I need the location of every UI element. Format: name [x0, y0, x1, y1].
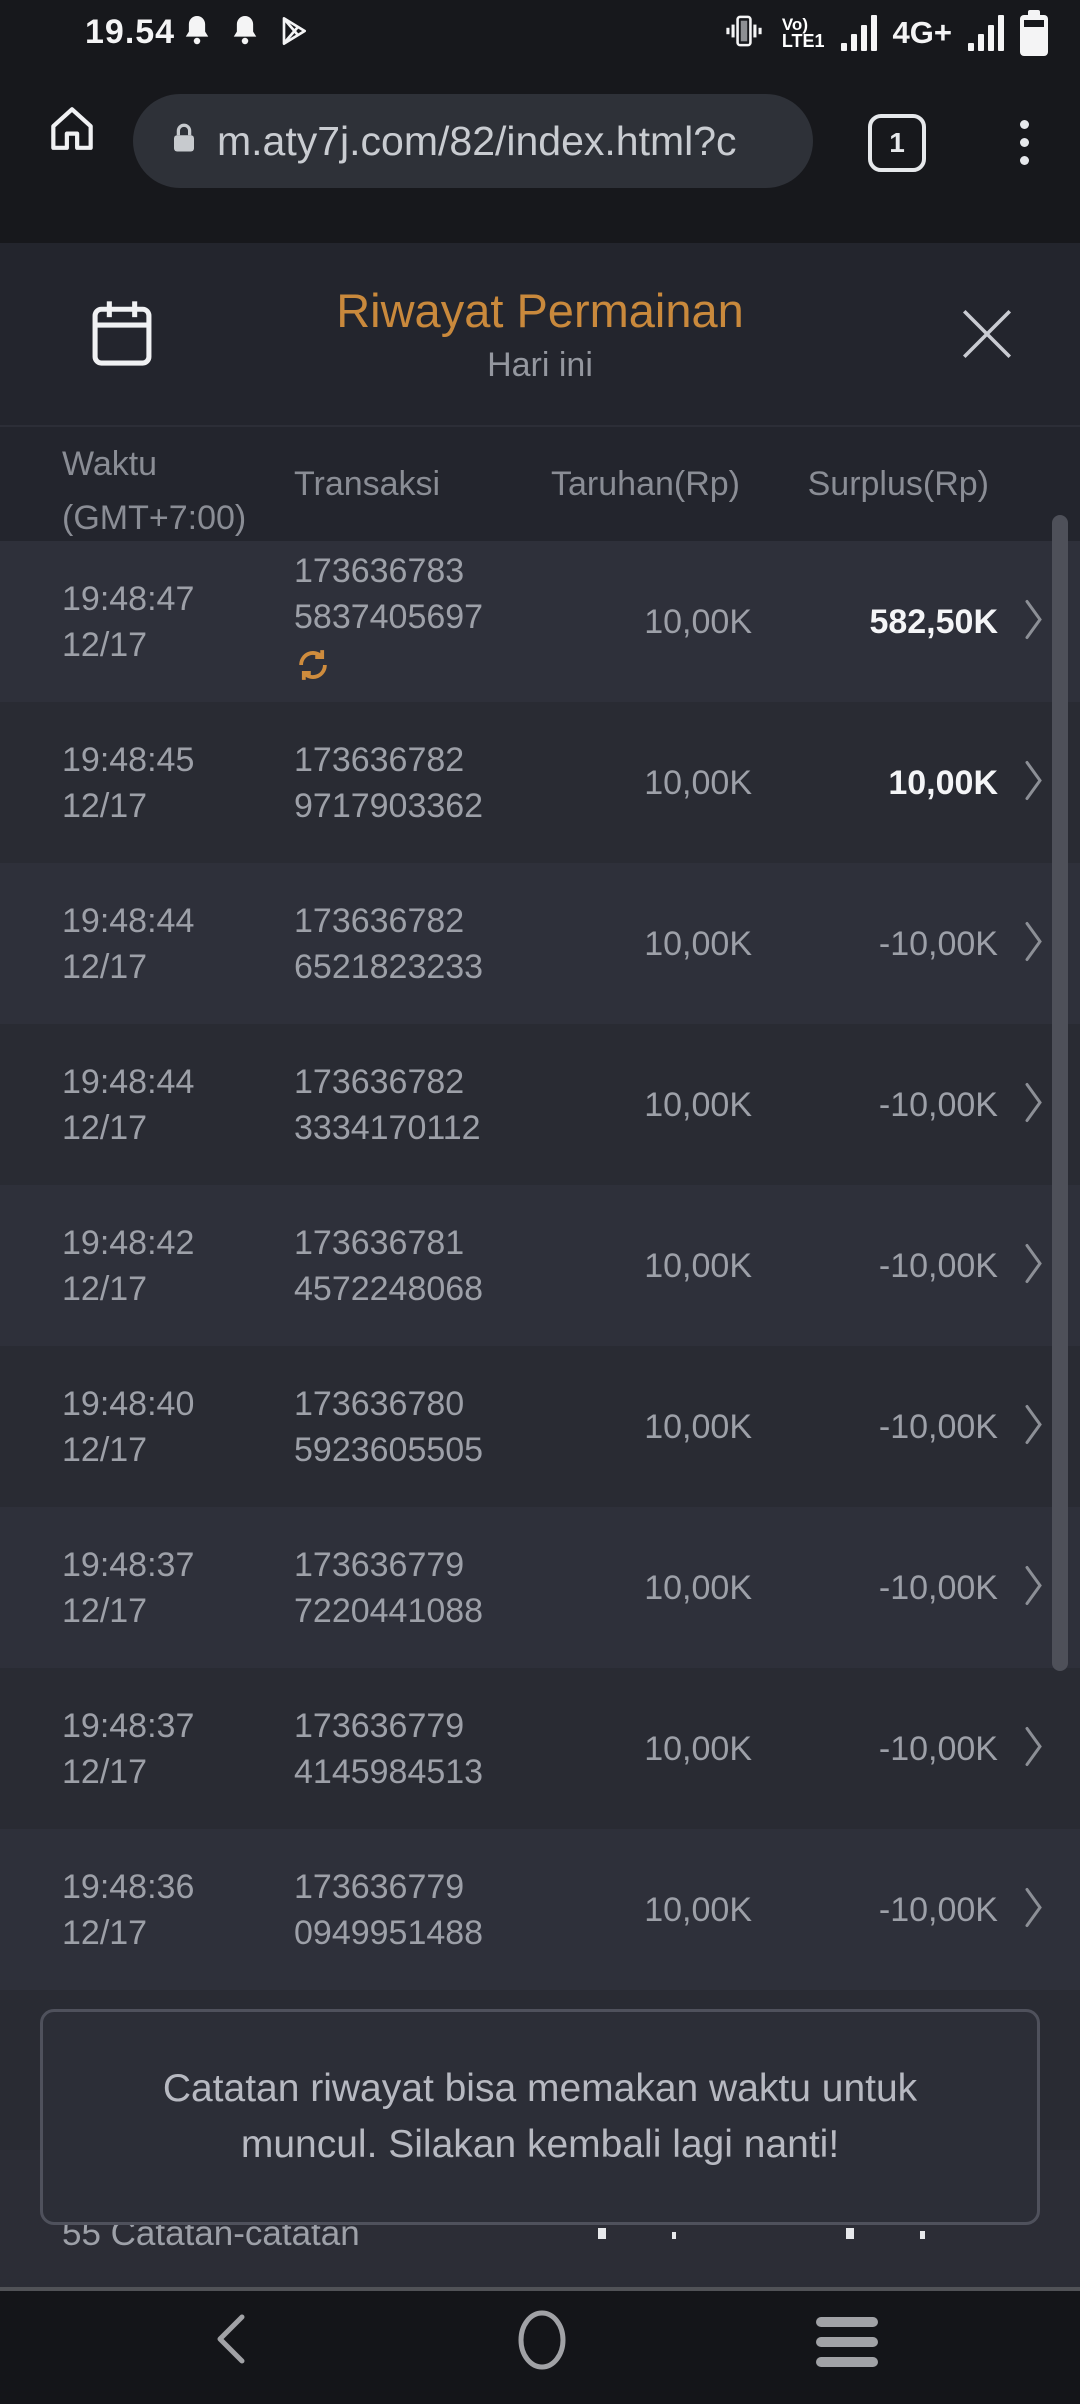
- volte-icon: Vo) LTE1: [781, 15, 825, 51]
- row-surplus: -10,00K: [878, 924, 998, 963]
- url-bar[interactable]: m.aty7j.com/82/index.html?c: [133, 94, 813, 188]
- notification-bell-icon: [182, 14, 212, 53]
- row-surplus: 10,00K: [888, 763, 998, 802]
- row-transaction: 173636782 3334170112: [294, 1062, 481, 1147]
- row-surplus: -10,00K: [878, 1890, 998, 1929]
- row-transaction: 173636779 4145984513: [294, 1706, 484, 1791]
- row-surplus: -10,00K: [878, 1729, 998, 1768]
- row-bet: 10,00K: [644, 1568, 752, 1607]
- tab-switcher-button[interactable]: 1: [868, 114, 926, 172]
- row-transaction: 173636781 4572248068: [294, 1223, 484, 1308]
- browser-menu-button[interactable]: [994, 112, 1054, 172]
- row-bet: 10,00K: [644, 1085, 752, 1124]
- hidden-text-fragment: [846, 2228, 854, 2239]
- row-bet: 10,00K: [644, 763, 752, 802]
- row-transaction: 173636783 5837405697: [294, 548, 483, 696]
- lock-icon: [169, 119, 199, 164]
- row-transaction: 173636779 7220441088: [294, 1545, 484, 1630]
- signal-strength-icon: [968, 15, 1004, 51]
- google-play-icon: [278, 14, 310, 53]
- column-header-surplus: Surplus(Rp): [807, 465, 989, 503]
- row-bet: 10,00K: [644, 602, 752, 641]
- row-surplus: -10,00K: [878, 1246, 998, 1285]
- chevron-right-icon: [1024, 759, 1044, 806]
- calendar-icon[interactable]: [84, 295, 160, 371]
- clock: 19.54: [85, 13, 176, 51]
- chevron-right-icon: [1024, 1886, 1044, 1933]
- row-transaction: 173636780 5923605505: [294, 1384, 484, 1469]
- table-row[interactable]: 19:48:47 12/17 173636783 5837405697 10,00K…: [0, 541, 1080, 702]
- table-row[interactable]: 19:48:36 12/17 173636779 0949951488 10,00K…: [0, 1829, 1080, 1990]
- hidden-text-fragment: [598, 2228, 606, 2239]
- row-time: 19:48:44 12/17: [62, 901, 195, 986]
- row-bet: 10,00K: [644, 924, 752, 963]
- close-icon[interactable]: [948, 295, 1026, 373]
- row-surplus: -10,00K: [878, 1568, 998, 1607]
- status-bar: 19.54 Vo) LTE1 4G+: [0, 0, 1080, 66]
- notification-bell-icon: [230, 14, 260, 53]
- chevron-right-icon: [1024, 1242, 1044, 1289]
- table-header: Waktu (GMT+7:00) Transaksi Taruhan(Rp) S…: [0, 425, 1080, 541]
- hidden-text-fragment: [920, 2231, 925, 2239]
- home-nav-button[interactable]: [514, 2307, 570, 2378]
- row-transaction: 173636782 6521823233: [294, 901, 484, 986]
- history-list: 19:48:47 12/17 173636783 5837405697 10,00K…: [0, 541, 1080, 1990]
- chevron-right-icon: [1024, 598, 1044, 645]
- row-surplus: -10,00K: [878, 1407, 998, 1446]
- pending-refresh-icon: [299, 649, 327, 680]
- row-transaction: 173636782 9717903362: [294, 740, 484, 825]
- row-bet: 10,00K: [644, 1407, 752, 1446]
- browser-toolbar: m.aty7j.com/82/index.html?c 1: [0, 66, 1080, 243]
- row-time: 19:48:44 12/17: [62, 1062, 195, 1147]
- row-time: 19:48:37 12/17: [62, 1545, 195, 1630]
- row-time: 19:48:45 12/17: [62, 740, 195, 825]
- chevron-right-icon: [1024, 1081, 1044, 1128]
- scrollbar-thumb[interactable]: [1052, 515, 1068, 1671]
- back-button[interactable]: [212, 2311, 250, 2372]
- row-transaction: 173636779 0949951488: [294, 1867, 484, 1952]
- row-time: 19:48:40 12/17: [62, 1384, 195, 1469]
- network-type-label: 4G+: [892, 15, 952, 50]
- row-time: 19:48:47 12/17: [62, 579, 195, 664]
- chevron-right-icon: [1024, 1725, 1044, 1772]
- table-row[interactable]: 19:48:44 12/17 173636782 6521823233 10,00K…: [0, 863, 1080, 1024]
- vibrate-icon: [722, 13, 766, 54]
- column-header-transaction: Transaksi: [294, 465, 441, 503]
- column-header-time: Waktu (GMT+7:00): [62, 445, 247, 537]
- table-row[interactable]: 19:48:44 12/17 173636782 3334170112 10,00K…: [0, 1024, 1080, 1185]
- tab-count: 1: [889, 127, 905, 158]
- toast-text: Catatan riwayat bisa memakan waktu untuk…: [162, 2067, 918, 2166]
- row-bet: 10,00K: [644, 1729, 752, 1768]
- table-row[interactable]: 19:48:40 12/17 173636780 5923605505 10,00K…: [0, 1346, 1080, 1507]
- navbar-divider: [0, 2287, 1080, 2291]
- recents-menu-button[interactable]: [816, 2317, 878, 2367]
- chevron-right-icon: [1024, 1564, 1044, 1611]
- page-title: Riwayat Permainan: [336, 284, 744, 337]
- row-time: 19:48:37 12/17: [62, 1706, 195, 1791]
- table-row[interactable]: 19:48:42 12/17 173636781 4572248068 10,00K…: [0, 1185, 1080, 1346]
- column-header-bet: Taruhan(Rp): [551, 465, 740, 503]
- android-nav-bar: [0, 2291, 1080, 2404]
- chevron-right-icon: [1024, 920, 1044, 967]
- signal-strength-icon: [840, 15, 877, 51]
- hidden-text-fragment: [672, 2232, 676, 2239]
- table-row[interactable]: 19:48:37 12/17 173636779 4145984513 10,00K…: [0, 1668, 1080, 1829]
- row-time: 19:48:36 12/17: [62, 1867, 195, 1952]
- url-text: m.aty7j.com/82/index.html?c: [217, 117, 737, 164]
- row-time: 19:48:42 12/17: [62, 1223, 195, 1308]
- chevron-right-icon: [1024, 1403, 1044, 1450]
- date-filter-label: Hari ini: [487, 346, 593, 384]
- row-bet: 10,00K: [644, 1246, 752, 1285]
- home-button[interactable]: [44, 100, 100, 156]
- toast-message: Catatan riwayat bisa memakan waktu untuk…: [40, 2009, 1040, 2225]
- row-bet: 10,00K: [644, 1890, 752, 1929]
- table-row[interactable]: 19:48:37 12/17 173636779 7220441088 10,00K…: [0, 1507, 1080, 1668]
- battery-icon: [1020, 10, 1048, 56]
- page-header: Riwayat Permainan Hari ini: [0, 243, 1080, 425]
- row-surplus: 582,50K: [869, 602, 998, 641]
- row-surplus: -10,00K: [878, 1085, 998, 1124]
- table-row[interactable]: 19:48:45 12/17 173636782 9717903362 10,00K…: [0, 702, 1080, 863]
